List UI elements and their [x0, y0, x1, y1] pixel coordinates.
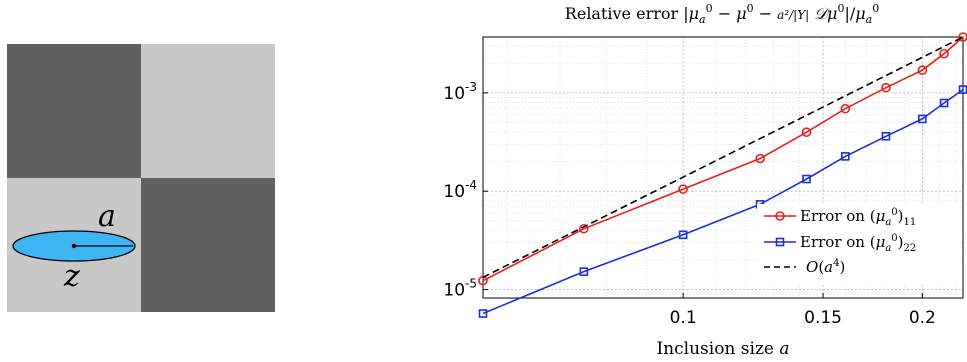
axis-tick-labels: 0.1 0.15 0.2 10-5 10-4 10-3 — [443, 80, 935, 328]
legend-label-series-1: Error on (μa0)11 — [800, 207, 916, 228]
cell-dark-top-left — [7, 44, 141, 178]
cell-dark-bottom-right — [141, 178, 275, 312]
axis-ticks — [483, 92, 923, 298]
y-tick-label: 10-5 — [443, 277, 477, 301]
legend-label-series-2: Error on (μa0)22 — [800, 233, 916, 254]
series-1-point — [939, 48, 949, 59]
series-line-2 — [482, 88, 964, 315]
radius-label: a — [98, 199, 116, 234]
series-1-point — [881, 82, 891, 93]
series-1-point — [678, 184, 688, 194]
series-line-1 — [482, 36, 964, 282]
series-1-point — [755, 153, 765, 164]
plot-frame — [482, 36, 964, 299]
series-2-point — [802, 174, 811, 184]
y-tick-label: 10-4 — [443, 178, 477, 202]
legend-marker-series-1 — [775, 211, 785, 221]
series-2-point — [478, 309, 488, 318]
series-1-point — [840, 103, 851, 114]
series-2-point — [579, 267, 589, 276]
x-axis-label: Inclusion size a — [656, 339, 789, 359]
series-1-point — [917, 65, 928, 76]
legend: Error on (μa0)11 Error on (μa0)22 O(a4) — [757, 204, 960, 284]
cell-light-top-right — [141, 44, 275, 178]
x-tick-label: 0.1 — [670, 308, 697, 328]
center-label: z — [63, 259, 80, 294]
x-tick-label: 0.2 — [909, 308, 936, 328]
legend-marker-series-2 — [775, 237, 785, 247]
series-2-point — [918, 114, 927, 124]
legend-box — [757, 204, 960, 284]
series-2-point — [678, 230, 688, 240]
unit-cell-diagram: a z — [7, 44, 275, 312]
series-line-3 — [482, 36, 964, 279]
legend-label-series-3: O(a4) — [806, 258, 845, 276]
y-tick-label: 10-3 — [443, 80, 477, 104]
center-dot — [71, 243, 77, 249]
series-1-point — [801, 127, 812, 138]
series-2-point — [881, 131, 891, 141]
series-1-point — [958, 32, 967, 42]
x-tick-label: 0.15 — [804, 308, 842, 328]
series-1-point — [579, 223, 589, 234]
chart-title: Relative error |μa0 − μ0 − a²/|Y| 𝒟μ0|/μ… — [565, 2, 879, 26]
series-2-point — [841, 152, 850, 161]
series-2-point — [939, 98, 949, 108]
